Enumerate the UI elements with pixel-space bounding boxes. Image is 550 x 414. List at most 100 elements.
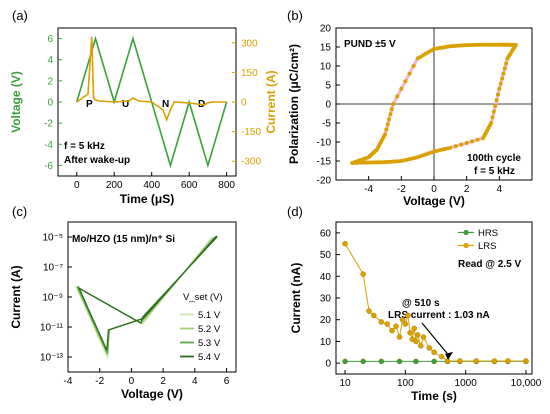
panel-d-ytick-label: 0 [325,359,331,370]
series-lrs-point [393,323,399,329]
panel-c-ytick-label: 10⁻¹³ [40,353,64,364]
series-hrs-point [378,358,385,365]
panel-b-ytick-label: -5 [322,119,331,130]
panel-b-ytick-label: -10 [317,138,332,149]
panel-d-arrow-head [445,351,454,360]
panel-b-ytick-label: 10 [320,62,332,73]
panel-b-ytick-label: -20 [317,176,332,187]
series-lrs-point [407,329,413,336]
panel-b-annotation-pund: PUND ±5 V [344,39,396,50]
panel-b-annotation-freq: f = 5 kHz [474,166,515,177]
panel-a-ytick-right-label: -300 [241,157,261,168]
panel-d-ytick-label: 20 [320,315,332,326]
panel-b-xtick-label: -2 [397,184,406,195]
series-lrs-point [414,332,421,338]
panel-a-xlabel: Time (μS) [120,192,174,206]
panel-c-xlabel: Voltage (V) [121,387,183,401]
panel-c-xtick-label: 2 [160,376,166,387]
panel-a: Voltage (V) Current (A) Time (μS) f = 5 … [9,27,278,206]
polarization-point-lower [459,142,464,147]
panel-b-xtick-label: 2 [464,184,470,195]
series-lrs-point [457,358,463,364]
series-lrs-point [384,321,390,327]
series-lrs-point [505,358,511,364]
polarization-point-upper [383,132,387,137]
panel-a-ytick-right-label: 300 [241,38,258,49]
panel-d-legend-marker [463,229,469,236]
series-lrs-point [420,334,427,340]
panel-a-annotation-wake: After wake-up [64,155,130,166]
series-lrs-point [426,345,433,351]
panel-b-xlabel: Voltage (V) [403,194,465,208]
panel-a-ytick-right-label: -150 [241,127,261,138]
polarization-point-lower [491,109,496,114]
panel-d-ytick-label: 30 [320,294,332,305]
polarization-point-upper [395,94,400,99]
panel-b-ytick-label: 20 [320,24,332,35]
panel-c-xtick-label: 0 [129,376,135,387]
panel-a-xtick-label: 200 [106,180,123,191]
panel-d-xtick-label: 10,000 [511,378,542,389]
panel-a-ytick-right-label: 0 [241,98,247,109]
panel-b-annotation-cycle: 100th cycle [467,153,521,164]
panel-d-ylabel: Current (nA) [289,263,303,334]
series-lrs-point [371,312,377,319]
polarization-point-lower [481,136,485,141]
panel-d-xtick-label: 10 [339,378,351,389]
panel-a-xtick-label: 800 [218,180,235,191]
panel-a-ytick-left-label: -6 [44,161,53,172]
panel-c: Current (A) Voltage (V) Mo/HZO (15 nm)/n… [9,221,237,401]
polarization-point-lower [504,61,509,66]
polarization-point-lower [501,71,506,76]
panel-a-xtick-label: 600 [181,180,198,191]
panel-b-ytick-label: 5 [325,81,331,92]
polarization-point-lower [464,140,469,145]
panel-b-ytick-label: 15 [320,43,332,54]
series-lrs-point [396,334,403,340]
panel-d-annotation-time: @ 510 s [402,298,440,309]
panel-label-c: (c) [12,204,27,219]
panel-c-xtick-label: -4 [64,376,73,387]
panel-d-legend-entry: LRS [478,241,496,252]
panel-d-ytick-label: 60 [320,228,332,239]
panel-c-ytick-label: 10⁻⁹ [42,293,63,304]
series-lrs-line [344,243,526,362]
series-lrs-point [411,325,417,332]
panel-b-ytick-label: -15 [317,157,332,168]
panel-a-xtick-label: 400 [143,180,160,191]
polarization-point-upper [388,112,393,117]
panel-a-ytick-left-label: 2 [47,76,53,87]
panel-c-legend-entry: 5.3 V [198,338,221,349]
panel-c-xtick-label: 6 [224,376,230,387]
polarization-point-lower [494,98,499,103]
series-lrs-point [473,358,480,364]
series-hrs-point [342,358,348,365]
polarization-point-lower [453,144,458,149]
panel-a-ytick-left-label: -4 [44,140,53,151]
panel-d-xtick-label: 1000 [455,378,478,389]
series-lrs-point [417,343,424,349]
pulse-label-p: P [86,99,93,110]
polarization-point-lower [498,81,503,86]
polarization-point-lower [490,115,495,120]
polarization-point-upper [387,117,392,122]
panel-b: Polarization (μC/cm²) Voltage (V) PUND ±… [287,24,533,208]
panel-c-legend-entry: 5.4 V [198,352,221,363]
panel-a-ytick-left-label: -2 [44,119,53,130]
panel-c-xtick-label: -2 [95,376,104,387]
series-lrs-point [523,358,529,364]
series-hrs-point [431,358,437,365]
polarization-point-lower [500,76,505,81]
panel-c-legend-entry: 5.2 V [198,324,221,335]
series-lrs-point [360,271,366,277]
series-lrs-point [438,353,445,360]
panel-a-ylabel-right: Current (A) [264,70,278,133]
panel-b-ylabel: Polarization (μC/cm²) [287,44,301,164]
panel-c-ytick-label: 10⁻⁵ [42,233,63,244]
panel-b-xtick-label: 4 [497,184,503,195]
pulse-label-n: N [162,99,169,110]
panel-c-legend-title: V_set (V) [183,292,223,303]
polarization-point-lower [495,92,500,97]
panel-a-ytick-left-label: 4 [47,55,53,66]
